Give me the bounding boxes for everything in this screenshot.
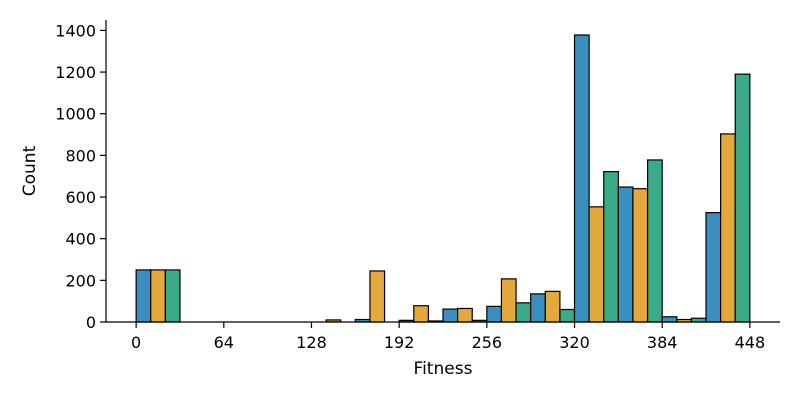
bar — [617, 186, 634, 323]
bar — [588, 206, 605, 323]
y-tick-label: 1400 — [55, 21, 96, 40]
x-tick-label: 192 — [384, 333, 415, 352]
bar — [500, 278, 517, 323]
x-ticks-group: 0 64 128 192 256 320 384 448 — [131, 322, 765, 352]
bar — [661, 316, 678, 323]
bar — [734, 73, 751, 323]
x-tick-label: 0 — [131, 333, 141, 352]
bar — [603, 171, 619, 323]
y-tick-label: 1200 — [55, 63, 96, 82]
x-tick-label: 384 — [647, 333, 678, 352]
x-tick-label: 128 — [296, 333, 327, 352]
bar — [442, 308, 459, 323]
bar — [413, 305, 429, 323]
bar — [515, 302, 532, 323]
bar — [646, 159, 663, 323]
bar — [544, 290, 561, 323]
y-ticks-group: 0 200 400 600 800 1000 1200 1400 — [55, 21, 106, 332]
y-tick-label: 400 — [65, 230, 96, 249]
bar — [486, 305, 503, 323]
bar — [135, 269, 152, 323]
y-tick-label: 0 — [86, 313, 96, 332]
x-tick-label: 320 — [559, 333, 590, 352]
bars-group — [135, 34, 751, 323]
y-tick-label: 800 — [65, 146, 96, 165]
x-tick-label: 256 — [472, 333, 503, 352]
x-tick-label: 64 — [214, 333, 234, 352]
bar — [705, 212, 722, 323]
axes-group — [105, 20, 780, 323]
x-axis-label: Fitness — [414, 359, 473, 379]
bar — [573, 34, 590, 323]
bar — [150, 269, 166, 323]
bar — [530, 293, 546, 323]
y-tick-label: 200 — [65, 271, 96, 290]
bar — [559, 308, 576, 323]
bar — [457, 307, 473, 323]
y-tick-label: 600 — [65, 188, 96, 207]
y-tick-label: 1000 — [55, 105, 96, 124]
bar — [720, 133, 736, 323]
bar — [632, 188, 649, 323]
bar — [369, 270, 386, 323]
bar — [164, 269, 181, 323]
y-axis-label: Count — [20, 145, 40, 196]
x-tick-label: 448 — [735, 333, 766, 352]
